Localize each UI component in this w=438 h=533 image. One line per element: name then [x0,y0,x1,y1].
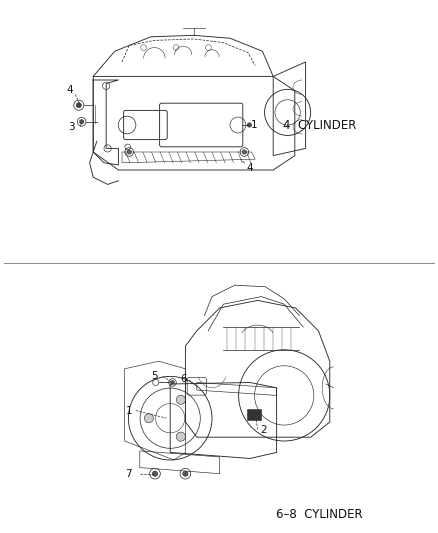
Text: 5: 5 [151,372,158,382]
Circle shape [170,381,174,384]
Text: 1: 1 [126,406,132,416]
Circle shape [183,471,188,477]
Circle shape [176,395,185,405]
FancyBboxPatch shape [247,409,261,420]
Circle shape [145,414,153,423]
Circle shape [247,123,251,127]
Text: 7: 7 [125,469,132,479]
Text: 1: 1 [251,120,257,131]
Text: 4  CYLINDER: 4 CYLINDER [283,119,357,132]
Text: 4: 4 [66,85,73,95]
Circle shape [242,150,247,154]
Text: 6–8  CYLINDER: 6–8 CYLINDER [276,508,363,521]
Circle shape [176,432,185,441]
Text: 4: 4 [247,163,254,173]
Circle shape [76,103,81,108]
Text: 2: 2 [260,425,267,434]
Circle shape [80,119,84,124]
Circle shape [127,150,131,154]
Text: 3: 3 [68,122,75,132]
Circle shape [152,471,158,477]
Text: 6: 6 [180,374,187,384]
